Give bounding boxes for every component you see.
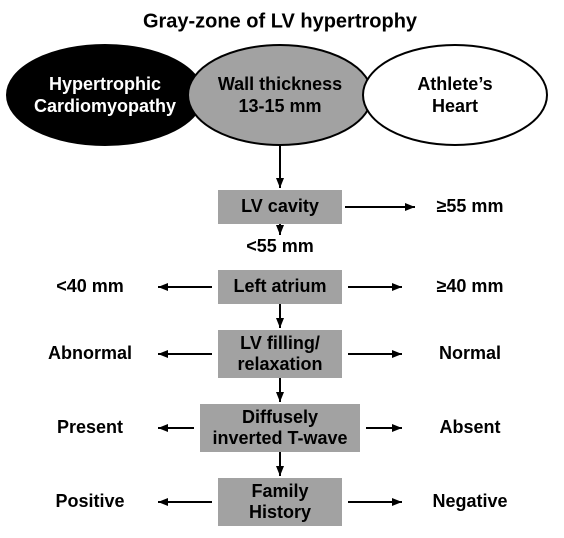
box-left_atrium-line1: Left atrium (233, 276, 326, 296)
box-family-line1: Family (251, 481, 308, 501)
arrow-lv_filling-right-head (392, 350, 402, 358)
ellipse-left-line2: Cardiomyopathy (34, 96, 176, 116)
label-family-right: Negative (432, 491, 507, 511)
label-twave-left: Present (57, 417, 123, 437)
arrow-twave-down-head (276, 466, 284, 476)
ellipse-right-line2: Heart (432, 96, 478, 116)
ellipse-center-line2: 13-15 mm (238, 96, 321, 116)
label-lv_filling-right: Normal (439, 343, 501, 363)
title: Gray-zone of LV hypertrophy (143, 10, 418, 32)
arrow-left_atrium-left-head (158, 283, 168, 291)
arrow-family-left-head (158, 498, 168, 506)
ellipse-left-line1: Hypertrophic (49, 74, 161, 94)
label-lv_filling-left: Abnormal (48, 343, 132, 363)
arrow-twave-right-head (392, 424, 402, 432)
arrow-lv_cavity-right-head (405, 203, 415, 211)
arrow-family-right-head (392, 498, 402, 506)
box-lv_filling-line1: LV filling/ (240, 333, 320, 353)
ellipse-center-line1: Wall thickness (218, 74, 342, 94)
label-family-left: Positive (55, 491, 124, 511)
arrow-lv_filling-left-head (158, 350, 168, 358)
arrow-lv_cavity-down-head (276, 225, 284, 235)
box-family-line2: History (249, 502, 311, 522)
box-twave-line1: Diffusely (242, 407, 318, 427)
ellipse-right-line1: Athlete’s (417, 74, 492, 94)
label-left_atrium-left: <40 mm (56, 276, 124, 296)
arrow-lv_filling-down-head (276, 392, 284, 402)
box-lv_filling-line2: relaxation (237, 354, 322, 374)
label-lv_cavity-right: ≥55 mm (437, 196, 504, 216)
label-left_atrium-right: ≥40 mm (437, 276, 504, 296)
arrow-left_atrium-right-head (392, 283, 402, 291)
box-lv_cavity-line1: LV cavity (241, 196, 319, 216)
arrow-twave-left-head (158, 424, 168, 432)
label-lv_cavity-down: <55 mm (246, 236, 314, 256)
arrow-center-to-lvcavity-head (276, 178, 284, 188)
box-twave-line2: inverted T-wave (212, 428, 347, 448)
arrow-left_atrium-down-head (276, 318, 284, 328)
label-twave-right: Absent (439, 417, 500, 437)
